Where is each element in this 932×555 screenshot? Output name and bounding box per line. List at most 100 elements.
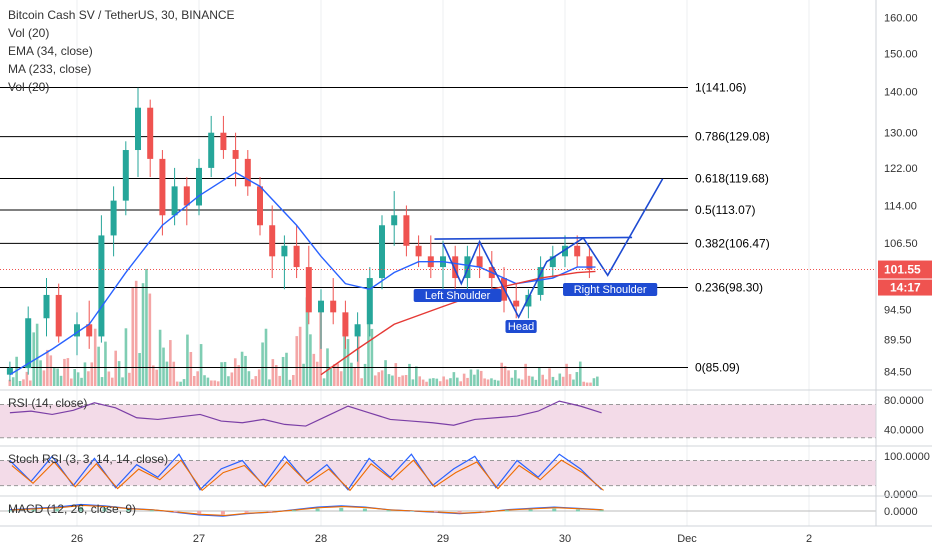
volume-bar-62 bbox=[220, 362, 223, 386]
volume-bar-103 bbox=[360, 378, 363, 386]
candle-body-18 bbox=[244, 158, 251, 187]
volume-bar-6 bbox=[28, 380, 32, 386]
right-shoulder-label: Right Shoulder bbox=[574, 284, 647, 296]
indicator-signal-1 bbox=[11, 459, 604, 492]
volume-bar-29 bbox=[107, 371, 111, 386]
volume-bar-10 bbox=[42, 370, 46, 386]
volume-bar-101 bbox=[353, 367, 357, 386]
study-legend-ema[interactable]: EMA (34, close) bbox=[8, 44, 93, 58]
study-legend-ma[interactable]: MA (233, close) bbox=[8, 62, 92, 76]
volume-bar-107 bbox=[374, 375, 377, 386]
study-legend-vol[interactable]: Vol (20) bbox=[8, 26, 50, 40]
volume-bar-164 bbox=[568, 374, 572, 386]
macd-hist-14 bbox=[339, 507, 344, 512]
fib-label-1: 1(141.06) bbox=[695, 80, 746, 94]
volume-bar-60 bbox=[213, 380, 217, 386]
candle-body-15 bbox=[208, 132, 215, 168]
volume-bar-167 bbox=[578, 361, 582, 386]
price-tick-9: 140.00 bbox=[884, 87, 918, 99]
volume-bar-30 bbox=[110, 377, 114, 386]
volume-bar-165 bbox=[572, 379, 575, 386]
indicator-title-0: RSI (14, close) bbox=[8, 396, 87, 410]
volume-bar-144 bbox=[500, 362, 504, 386]
time-tick-3: 29 bbox=[437, 533, 449, 545]
fib-label-0: 0(85.09) bbox=[695, 361, 740, 375]
macd-hist-3 bbox=[78, 507, 83, 512]
volume-bar-21 bbox=[80, 377, 83, 386]
volume-bar-31 bbox=[114, 350, 117, 386]
candle-body-42 bbox=[537, 267, 544, 295]
indicator-tick-0-0: 80.0000 bbox=[884, 395, 924, 407]
volume-bar-64 bbox=[227, 376, 230, 386]
volume-bar-88 bbox=[309, 334, 312, 386]
volume-bar-169 bbox=[585, 382, 589, 386]
volume-bar-146 bbox=[507, 370, 510, 386]
candle-body-32 bbox=[415, 245, 422, 257]
candle-body-9 bbox=[135, 107, 141, 151]
price-tick-10: 150.00 bbox=[884, 48, 918, 60]
fib-label-0.382: 0.382(106.47) bbox=[695, 236, 770, 250]
candle-body-31 bbox=[403, 215, 410, 246]
volume-bar-100 bbox=[350, 362, 353, 386]
macd-hist-22 bbox=[528, 509, 533, 512]
candle-body-17 bbox=[232, 150, 239, 159]
volume-bar-47 bbox=[169, 340, 172, 386]
volume-bar-68 bbox=[240, 351, 244, 386]
volume-bar-45 bbox=[162, 347, 165, 386]
volume-bar-116 bbox=[404, 374, 408, 386]
volume-bar-161 bbox=[558, 373, 562, 386]
volume-bar-133 bbox=[462, 373, 466, 386]
left-shoulder-label-bg bbox=[413, 289, 502, 302]
volume-bar-153 bbox=[531, 376, 534, 386]
candle-body-10 bbox=[147, 107, 154, 159]
macd-hist-16 bbox=[386, 510, 391, 512]
volume-bar-115 bbox=[401, 375, 404, 386]
candle-body-37 bbox=[476, 256, 483, 268]
volume-bar-59 bbox=[210, 380, 213, 386]
candle-body-6 bbox=[98, 235, 105, 337]
candle-body-30 bbox=[391, 215, 398, 226]
candle-body-0 bbox=[6, 368, 13, 375]
volume-bar-94 bbox=[329, 366, 333, 386]
volume-bar-172 bbox=[596, 376, 599, 386]
volume-bar-0 bbox=[8, 379, 12, 386]
neckline bbox=[434, 236, 633, 240]
volume-bar-66 bbox=[233, 358, 237, 386]
time-tick-2: 28 bbox=[315, 533, 327, 545]
volume-bar-150 bbox=[520, 379, 524, 386]
candle-body-12 bbox=[171, 186, 178, 216]
volume-bar-13 bbox=[52, 368, 56, 386]
volume-bar-84 bbox=[295, 336, 299, 386]
candle-body-7 bbox=[110, 200, 117, 236]
study-legend-vol-2[interactable]: Vol (20) bbox=[8, 80, 50, 94]
volume-bar-80 bbox=[281, 356, 285, 386]
volume-bar-170 bbox=[589, 382, 592, 386]
volume-bar-143 bbox=[496, 380, 500, 386]
time-tick-0: 26 bbox=[71, 533, 83, 545]
candle-body-44 bbox=[562, 245, 568, 257]
macd-hist-21 bbox=[504, 510, 509, 512]
volume-bar-36 bbox=[131, 287, 135, 386]
volume-bar-139 bbox=[483, 378, 486, 386]
candle-body-14 bbox=[196, 167, 202, 206]
volume-bar-25 bbox=[93, 328, 97, 386]
volume-bar-152 bbox=[527, 375, 531, 386]
volume-bar-95 bbox=[333, 364, 336, 386]
volume-bar-104 bbox=[363, 363, 367, 386]
volume-bar-20 bbox=[76, 372, 80, 386]
volume-bar-23 bbox=[87, 371, 90, 386]
volume-bar-111 bbox=[387, 374, 391, 386]
time-tick-6: 2 bbox=[806, 533, 812, 545]
volume-bar-162 bbox=[561, 376, 565, 386]
candle-body-1 bbox=[25, 318, 32, 369]
candle-body-24 bbox=[318, 300, 324, 313]
plot-background bbox=[0, 0, 876, 526]
indicator-tick-1-0: 100.0000 bbox=[884, 451, 930, 463]
volume-bar-131 bbox=[455, 377, 459, 386]
volume-bar-71 bbox=[251, 379, 254, 386]
volume-bar-19 bbox=[73, 369, 77, 386]
symbol-title[interactable]: Bitcoin Cash SV / TetherUS, 30, BINANCE bbox=[8, 8, 235, 22]
volume-bar-156 bbox=[541, 374, 544, 386]
